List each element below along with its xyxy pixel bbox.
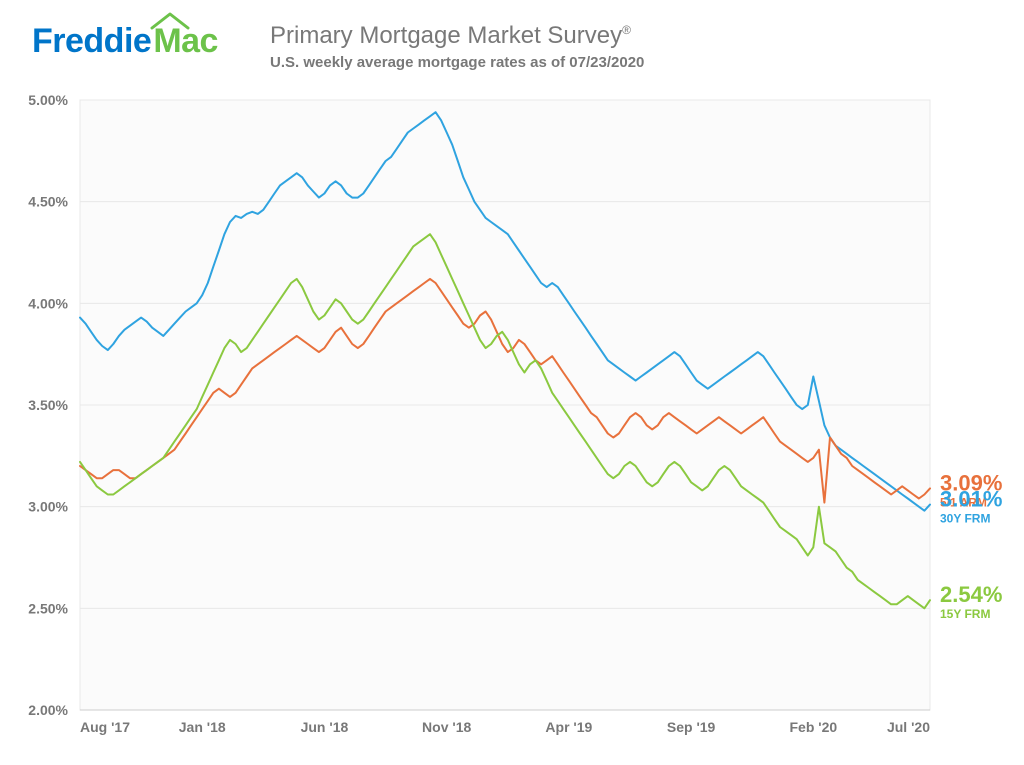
svg-text:4.50%: 4.50% <box>28 194 68 210</box>
line-chart: 2.00% 2.50% 3.00% 3.50% 4.00% 4.50% 5.00% Aug '… <box>0 90 1024 750</box>
chart-titles: Primary Mortgage Market Survey® U.S. wee… <box>270 22 644 71</box>
svg-text:2.50%: 2.50% <box>28 600 68 616</box>
title-text: Primary Mortgage Market Survey <box>270 22 622 49</box>
svg-text:Jun '18: Jun '18 <box>301 719 349 735</box>
svg-text:30Y FRM: 30Y FRM <box>940 512 990 526</box>
svg-text:4.00%: 4.00% <box>28 295 68 311</box>
freddie-mac-logo: Freddie Mac <box>32 22 218 61</box>
svg-text:Jul '20: Jul '20 <box>887 719 930 735</box>
chart-subtitle: U.S. weekly average mortgage rates as of… <box>270 54 644 71</box>
svg-text:3.01%: 3.01% <box>940 487 1002 512</box>
svg-text:15Y FRM: 15Y FRM <box>940 607 990 621</box>
registered-mark: ® <box>622 23 631 37</box>
svg-text:3.50%: 3.50% <box>28 397 68 413</box>
svg-text:Sep '19: Sep '19 <box>667 719 716 735</box>
svg-text:3.00%: 3.00% <box>28 499 68 515</box>
logo-roof-icon <box>150 12 190 30</box>
svg-text:2.54%: 2.54% <box>940 582 1002 607</box>
chart-title: Primary Mortgage Market Survey® <box>270 22 644 50</box>
svg-text:Feb '20: Feb '20 <box>789 719 837 735</box>
svg-text:5.00%: 5.00% <box>28 92 68 108</box>
svg-text:Nov '18: Nov '18 <box>422 719 471 735</box>
svg-text:Jan '18: Jan '18 <box>179 719 226 735</box>
chart-container: Freddie Mac Primary Mortgage Market Surv… <box>0 0 1024 765</box>
svg-text:Aug '17: Aug '17 <box>80 719 130 735</box>
logo-word-1: Freddie <box>32 22 151 61</box>
svg-text:2.00%: 2.00% <box>28 702 68 718</box>
svg-text:Apr '19: Apr '19 <box>545 719 592 735</box>
